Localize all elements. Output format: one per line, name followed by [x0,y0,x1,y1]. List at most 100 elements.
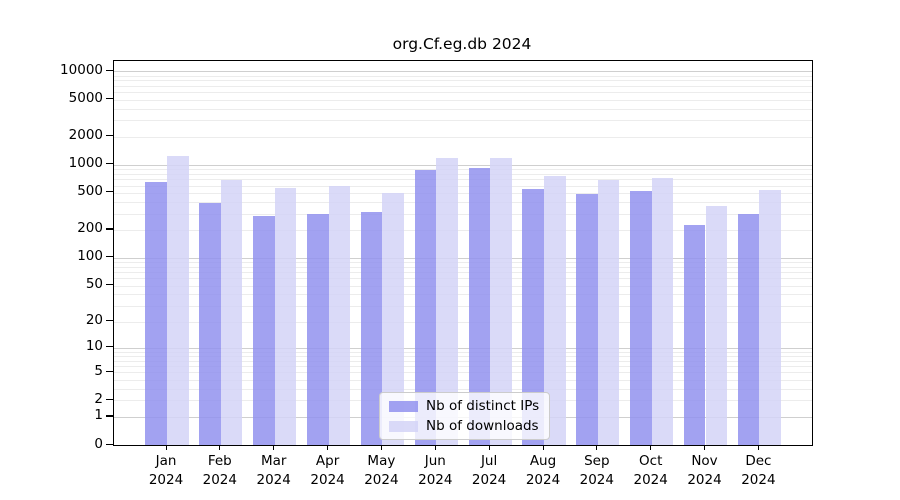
x-tick-label-apr: Apr 2024 [288,452,368,490]
legend-label-downloads: Nb of downloads [426,418,539,434]
chart-title: org.Cf.eg.db 2024 [392,35,532,53]
bar-distinct-ips-sep [576,193,598,445]
bar-downloads-may [382,192,404,445]
minor-gridline [114,388,812,390]
x-tick-year: 2024 [633,472,668,488]
x-tick-label-may: May 2024 [341,452,421,490]
y-tick-label: 0 [94,435,103,452]
y-tick-mark [106,284,113,286]
minor-gridline [114,278,812,280]
minor-gridline [114,372,812,374]
bar-downloads-jan [167,155,189,445]
minor-gridline [114,355,812,357]
x-tick-mark [704,445,706,451]
y-tick-mark [106,320,113,322]
major-gridline [114,164,812,166]
minor-gridline [114,294,812,296]
minor-gridline [114,108,812,110]
major-gridline [114,71,812,73]
legend-label-distinct-ips: Nb of distinct IPs [426,398,540,414]
bar-distinct-ips-oct [630,191,652,445]
x-tick-year: 2024 [579,472,614,488]
bar-downloads-jun [436,158,458,445]
minor-gridline [114,229,812,231]
y-tick-mark [106,370,113,372]
minor-gridline [114,169,812,170]
x-tick-mark [650,445,652,451]
y-tick-mark [106,346,113,348]
plot-area [113,60,813,446]
minor-gridline [114,80,812,82]
bar-downloads-oct [651,178,674,445]
y-tick-label: 2 [94,390,103,407]
x-tick-label-mar: Mar 2024 [234,452,314,490]
y-tick-label: 20 [85,312,103,328]
x-tick-label-sep: Sep 2024 [557,452,637,490]
legend-swatch-downloads [389,420,418,432]
y-tick-mark [106,135,113,137]
y-tick-mark [106,256,113,258]
x-tick-label-oct: Oct 2024 [611,452,691,490]
minor-gridline [114,120,812,122]
minor-gridline [114,351,812,353]
bar-downloads-aug [544,176,566,445]
bar-distinct-ips-dec [737,214,760,445]
minor-gridline [114,92,812,94]
bar-distinct-ips-jan [145,182,167,445]
minor-gridline [114,305,812,307]
bar-downloads-dec [759,189,781,445]
x-tick-mark [219,445,221,451]
bar-distinct-ips-mar [253,215,275,445]
y-tick-label: 200 [77,220,103,237]
x-tick-mark [273,445,275,451]
minor-gridline [114,379,812,381]
bar-downloads-feb [220,180,243,445]
minor-gridline [114,192,812,194]
minor-gridline [114,266,812,268]
y-tick-label: 1 [94,407,103,424]
y-tick-mark [106,398,113,401]
minor-gridline [114,201,812,203]
minor-gridline [114,272,812,274]
minor-gridline [114,262,812,263]
y-tick-label: 100 [77,248,103,265]
bar-downloads-jul [490,158,512,445]
x-tick-label-nov: Nov 2024 [665,452,745,490]
x-tick-year: 2024 [202,472,237,488]
x-tick-year: 2024 [687,472,722,488]
x-tick-mark [488,445,490,451]
minor-gridline [114,285,812,287]
y-tick-label: 1000 [68,155,103,172]
legend-swatch-distinct-ips [389,400,418,412]
bar-downloads-nov [705,205,728,445]
y-tick-label: 10000 [60,61,103,78]
x-tick-label-feb: Feb 2024 [180,452,260,490]
x-tick-year: 2024 [148,472,184,488]
minor-gridline [114,99,812,101]
legend-row-distinct-ips: Nb of distinct IPs [389,398,539,414]
x-tick-year: 2024 [471,472,507,488]
x-tick-mark [380,445,383,451]
minor-gridline [114,185,812,187]
x-tick-mark [165,445,167,451]
bar-downloads-mar [274,187,297,445]
y-tick-mark [106,228,113,230]
x-tick-year: 2024 [418,472,453,488]
x-tick-year: 2024 [310,472,345,488]
x-tick-year: 2024 [741,472,776,488]
x-tick-label-jul: Jul 2024 [449,452,529,490]
minor-gridline [114,213,812,215]
bar-downloads-apr [328,185,351,445]
x-tick-label-jan: Jan 2024 [126,452,206,490]
x-tick-mark [434,445,436,451]
minor-gridline [114,75,812,77]
minor-gridline [114,366,812,368]
bar-distinct-ips-may [360,211,383,445]
bar-distinct-ips-jul [468,168,491,445]
x-tick-label-dec: Dec 2024 [718,452,798,490]
x-tick-mark [757,445,760,451]
y-tick-label: 500 [77,183,103,200]
x-tick-mark [542,445,544,451]
minor-gridline [114,360,812,362]
